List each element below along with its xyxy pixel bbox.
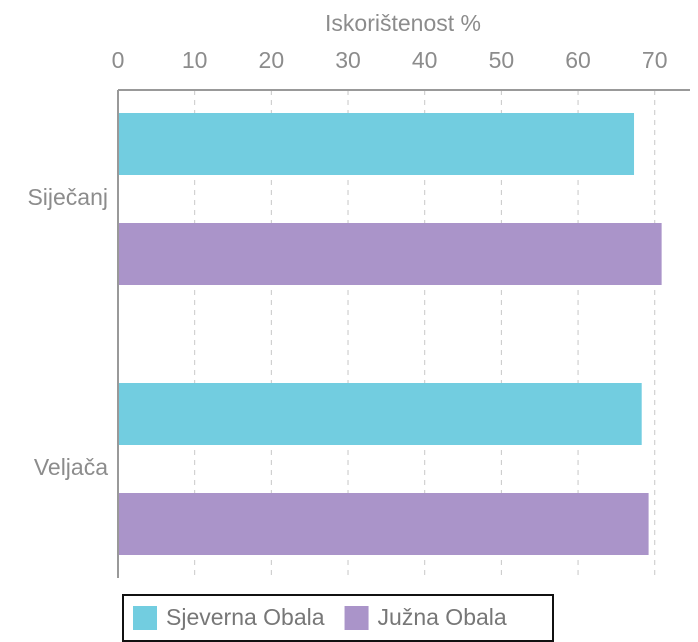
legend-label: Sjeverna Obala xyxy=(166,604,325,630)
legend-swatch xyxy=(344,606,369,630)
x-tick-label: 50 xyxy=(489,47,515,73)
x-tick-label: 0 xyxy=(112,47,125,73)
x-tick-label: 40 xyxy=(412,47,438,73)
legend-box xyxy=(122,594,554,642)
bar xyxy=(118,383,642,445)
legend-label: Južna Obala xyxy=(378,604,507,630)
x-tick-label: 30 xyxy=(335,47,361,73)
y-tick-label: Veljača xyxy=(34,454,108,480)
legend-swatch xyxy=(133,606,157,630)
x-axis-title: Iskorištenost % xyxy=(325,10,481,36)
bar xyxy=(118,113,635,175)
x-tick-label: 60 xyxy=(565,47,591,73)
x-tick-label: 20 xyxy=(259,47,285,73)
y-tick-label: Siječanj xyxy=(27,184,108,210)
bar xyxy=(118,493,649,555)
x-tick-label: 70 xyxy=(642,47,668,73)
bar xyxy=(118,223,662,285)
x-tick-label: 10 xyxy=(182,47,208,73)
